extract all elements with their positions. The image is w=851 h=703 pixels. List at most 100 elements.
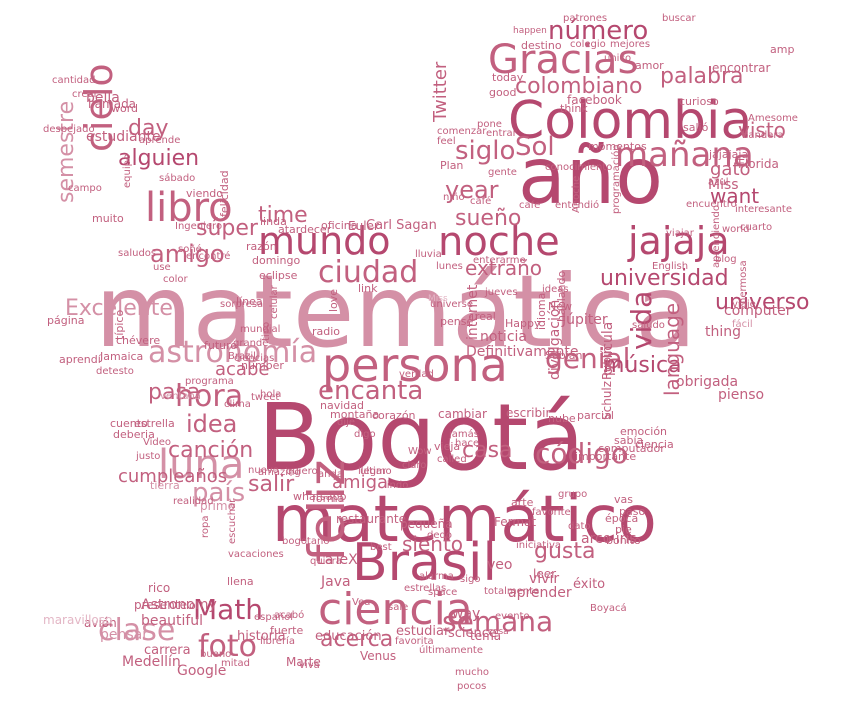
cloud-word: línea bbox=[236, 295, 263, 308]
cloud-word: clima bbox=[224, 399, 251, 410]
cloud-word: sigo bbox=[460, 574, 481, 585]
cloud-word: entrar bbox=[486, 128, 517, 139]
cloud-word: ultimo bbox=[360, 466, 392, 477]
cloud-word: carrera bbox=[144, 643, 191, 658]
cloud-word: Ingeniero bbox=[175, 221, 223, 232]
cloud-word: jajaja bbox=[628, 219, 730, 263]
cloud-word: primo bbox=[200, 499, 235, 513]
cloud-word: lindo bbox=[384, 480, 409, 491]
cloud-word: salió bbox=[683, 121, 709, 134]
cloud-word: called bbox=[437, 454, 467, 465]
cloud-word: Astronomy bbox=[141, 597, 217, 613]
cloud-word: viaje bbox=[732, 299, 756, 310]
cloud-word: nuevo bbox=[248, 465, 279, 476]
cloud-word: enterarme bbox=[473, 255, 526, 266]
cloud-word: bueno bbox=[200, 649, 232, 660]
cloud-word: English bbox=[652, 261, 689, 272]
cloud-word: mucho bbox=[455, 667, 490, 678]
cloud-word: vivir bbox=[529, 571, 560, 587]
cloud-word: thing bbox=[705, 324, 742, 340]
cloud-word: momentos bbox=[588, 140, 647, 153]
cloud-word: equipo bbox=[122, 153, 133, 188]
cloud-word: atardecer bbox=[278, 223, 332, 236]
cloud-word: New bbox=[548, 300, 572, 313]
cloud-word: mitad bbox=[221, 658, 250, 669]
cloud-word: mañana bbox=[615, 135, 754, 175]
cloud-word: quiero bbox=[286, 466, 318, 477]
cloud-word: facebook bbox=[567, 93, 622, 107]
cloud-word: bogotano bbox=[282, 536, 330, 547]
cloud-word: foto bbox=[198, 629, 258, 664]
cloud-word: cantidad bbox=[52, 75, 96, 86]
cloud-word: sorpresa bbox=[220, 299, 264, 310]
cloud-word: hace bbox=[455, 438, 480, 449]
cloud-word: colegio bbox=[570, 39, 606, 50]
cloud-word: amiga bbox=[332, 472, 389, 493]
cloud-word: ventana bbox=[160, 391, 201, 402]
cloud-word: presente bbox=[134, 598, 187, 612]
cloud-word: típico bbox=[113, 309, 126, 340]
cloud-word: ciencia bbox=[318, 584, 473, 635]
cloud-word: súper bbox=[196, 216, 258, 241]
cloud-word: llamada bbox=[88, 97, 137, 111]
cloud-word: rico bbox=[148, 581, 171, 595]
cloud-word: librería bbox=[260, 636, 295, 647]
cloud-word: importante bbox=[575, 450, 637, 463]
cloud-word: emoción bbox=[620, 425, 668, 438]
cloud-word: alguien bbox=[118, 146, 200, 171]
cloud-word: pequeña bbox=[400, 517, 453, 531]
cloud-word: cumpleaños bbox=[118, 466, 228, 487]
cloud-word: Java bbox=[321, 574, 351, 590]
cloud-word: español bbox=[254, 612, 294, 623]
cloud-word: love bbox=[327, 288, 340, 312]
cloud-word: curioso bbox=[679, 95, 719, 108]
cloud-word: interesante bbox=[735, 204, 792, 215]
cloud-word: genial bbox=[545, 342, 631, 375]
cloud-word: Boyacá bbox=[590, 603, 627, 614]
cloud-word: hermosa bbox=[738, 260, 749, 304]
cloud-word: persona bbox=[322, 338, 508, 392]
cloud-word: word bbox=[111, 102, 139, 115]
cloud-word: encontrar bbox=[712, 61, 771, 75]
cloud-word: ciencia bbox=[635, 438, 674, 451]
cloud-word: felicidad bbox=[218, 170, 231, 217]
cloud-word: hablando bbox=[555, 270, 568, 322]
cloud-word: llegar bbox=[358, 466, 387, 477]
cloud-word: libro bbox=[145, 185, 233, 231]
cloud-word: day bbox=[128, 116, 169, 141]
cloud-word: siento bbox=[402, 532, 464, 556]
cloud-word: destino bbox=[521, 39, 562, 52]
cloud-word: avión bbox=[84, 616, 117, 630]
cloud-word: Rubin bbox=[600, 346, 614, 380]
cloud-word: época bbox=[605, 512, 639, 525]
cloud-word: saludo bbox=[632, 320, 665, 331]
cloud-word: mejores bbox=[610, 39, 651, 50]
cloud-word: linda bbox=[260, 215, 287, 228]
cloud-word: cafe bbox=[519, 200, 541, 211]
cloud-word: science bbox=[448, 626, 497, 641]
cloud-word: educación bbox=[315, 629, 382, 644]
cloud-word: despejado bbox=[43, 124, 95, 135]
cloud-word: escuchar bbox=[227, 498, 238, 544]
cloud-word: viajar bbox=[666, 228, 694, 239]
cloud-word: soñé bbox=[178, 244, 202, 255]
cloud-word: pensé bbox=[440, 315, 474, 328]
cloud-word: year bbox=[445, 176, 499, 204]
cloud-word: Fermat bbox=[494, 515, 537, 529]
cloud-word: semana bbox=[442, 605, 554, 638]
cloud-word: razón bbox=[246, 240, 277, 253]
cloud-word: amazing bbox=[258, 467, 301, 478]
cloud-word: deberia bbox=[113, 428, 155, 441]
cloud-word: realidad bbox=[173, 496, 214, 507]
cloud-word: colombiano bbox=[515, 74, 643, 99]
cloud-word: iniciativa bbox=[516, 540, 562, 551]
cloud-word: Gracias bbox=[488, 37, 639, 83]
cloud-word: world bbox=[722, 224, 750, 235]
cloud-word: favorita bbox=[395, 636, 434, 647]
cloud-word: jajajaja bbox=[709, 148, 749, 161]
cloud-word: Excelente bbox=[65, 296, 173, 321]
cloud-word: justo bbox=[136, 451, 161, 462]
cloud-word: Colombia bbox=[508, 91, 753, 151]
cloud-word: hola bbox=[260, 389, 282, 400]
cloud-word: luna bbox=[158, 442, 245, 488]
